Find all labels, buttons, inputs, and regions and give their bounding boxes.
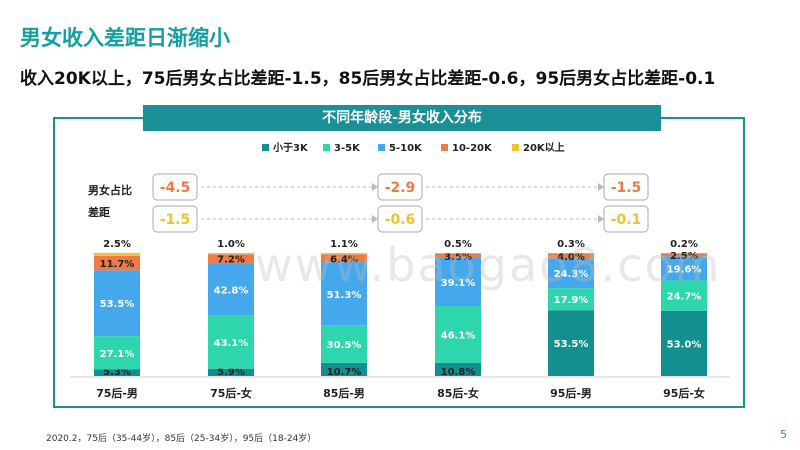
bar-segment — [208, 253, 254, 255]
data-label: 0.2% — [670, 239, 698, 250]
gap-value-top: -1.5 — [611, 180, 642, 196]
bar-segment — [435, 306, 481, 363]
bar-segment — [321, 362, 367, 376]
data-label: 51.3% — [327, 290, 362, 301]
legend-swatch — [378, 144, 385, 151]
bar-segment — [661, 310, 707, 376]
bar-segment — [321, 262, 367, 326]
legend-label: 3-5K — [334, 143, 361, 154]
bar-segment — [435, 362, 481, 376]
data-label: 24.3% — [554, 269, 589, 280]
data-label: 10.7% — [327, 367, 362, 378]
bar-segment — [94, 336, 140, 370]
gap-arrow-head — [598, 183, 604, 191]
gap-value-bottom: -1.5 — [160, 212, 191, 228]
data-label: 0.5% — [444, 239, 472, 250]
slide-subtitle: 收入20K以上，75后男女占比差距-1.5，85后男女占比差距-0.6，95后男… — [20, 69, 716, 89]
bar-segment — [94, 255, 140, 271]
legend-swatch — [323, 144, 330, 151]
data-label: 11.7% — [100, 259, 135, 270]
bar-segment — [548, 310, 594, 376]
data-label: 7.2% — [217, 255, 245, 266]
legend-label: 小于3K — [272, 141, 309, 154]
gap-value-top: -4.5 — [160, 180, 191, 196]
gap-arrow-head — [372, 215, 378, 223]
chart-title: 不同年龄段-男女收入分布 — [143, 105, 661, 131]
data-label: 0.3% — [557, 239, 585, 250]
gap-label: 男女占比 — [88, 183, 132, 197]
data-label: 43.1% — [214, 338, 249, 349]
data-label: 53.5% — [100, 299, 135, 310]
legend-label: 10-20K — [452, 143, 493, 154]
gap-box-bottom — [152, 205, 198, 233]
category-label: 75后-男 — [96, 386, 138, 400]
bar-segment — [94, 369, 140, 376]
gap-value-top: -2.9 — [385, 180, 416, 196]
data-label: 39.1% — [441, 278, 476, 289]
gap-arrow-head — [372, 183, 378, 191]
legend-swatch — [512, 144, 519, 151]
bar-segment — [435, 253, 481, 254]
category-label: 85后-女 — [437, 386, 479, 400]
slide-title: 男女收入差距日渐缩小 — [20, 26, 230, 50]
data-label: 53.5% — [554, 339, 589, 350]
legend-swatch — [441, 144, 448, 151]
data-label: 27.1% — [100, 349, 135, 360]
data-label: 30.5% — [327, 340, 362, 351]
bar-segment — [321, 325, 367, 363]
bar-segment — [661, 253, 707, 257]
category-label: 95后-男 — [550, 386, 592, 400]
legend-label: 20K以上 — [523, 141, 565, 154]
bar-segment — [548, 253, 594, 259]
bar-segment — [208, 368, 254, 376]
bar-segment — [94, 252, 140, 256]
gap-box-top — [152, 173, 198, 201]
bar-segment — [661, 280, 707, 311]
gap-value-bottom: -0.6 — [385, 212, 416, 228]
bar-segment — [435, 257, 481, 307]
data-label: 19.6% — [667, 264, 702, 275]
bar-segment — [661, 256, 707, 281]
data-label: 5.3% — [103, 367, 131, 378]
bar-segment — [435, 253, 481, 258]
gap-value-bottom: -0.1 — [611, 212, 642, 228]
data-label: 2.5% — [670, 251, 698, 262]
category-label: 75后-女 — [210, 386, 252, 400]
data-label: 53.0% — [667, 339, 702, 350]
data-label: 24.7% — [667, 292, 702, 303]
bar-segment — [208, 254, 254, 264]
bar-segment — [321, 254, 367, 263]
bar-segment — [208, 315, 254, 369]
bar-segment — [94, 270, 140, 337]
category-label: 85后-男 — [323, 386, 365, 400]
page-number: 5 — [780, 428, 787, 441]
legend-swatch — [262, 144, 269, 151]
gap-arrow-head — [598, 215, 604, 223]
legend-label: 5-10K — [389, 143, 423, 154]
footnote: 2020.2，75后（35-44岁），85后（25-34岁），95后（18-24… — [46, 434, 317, 444]
data-label: 1.1% — [330, 239, 358, 250]
data-label: 1.0% — [217, 239, 245, 250]
data-label: 6.4% — [330, 254, 358, 265]
data-label: 3.5% — [444, 252, 472, 263]
bar-segment — [208, 263, 254, 316]
data-label: 2.5% — [103, 239, 131, 250]
bar-segment — [548, 258, 594, 289]
category-label: 95后-女 — [663, 386, 705, 400]
data-label: 10.8% — [441, 367, 476, 378]
bar-segment — [548, 288, 594, 311]
data-label: 46.1% — [441, 330, 476, 341]
data-label: 5.9% — [217, 367, 245, 378]
data-label: 17.9% — [554, 295, 589, 306]
data-label: 4.0% — [557, 252, 585, 263]
data-label: 42.8% — [214, 285, 249, 296]
bar-segment — [321, 253, 367, 255]
gap-label: 差距 — [88, 205, 110, 219]
